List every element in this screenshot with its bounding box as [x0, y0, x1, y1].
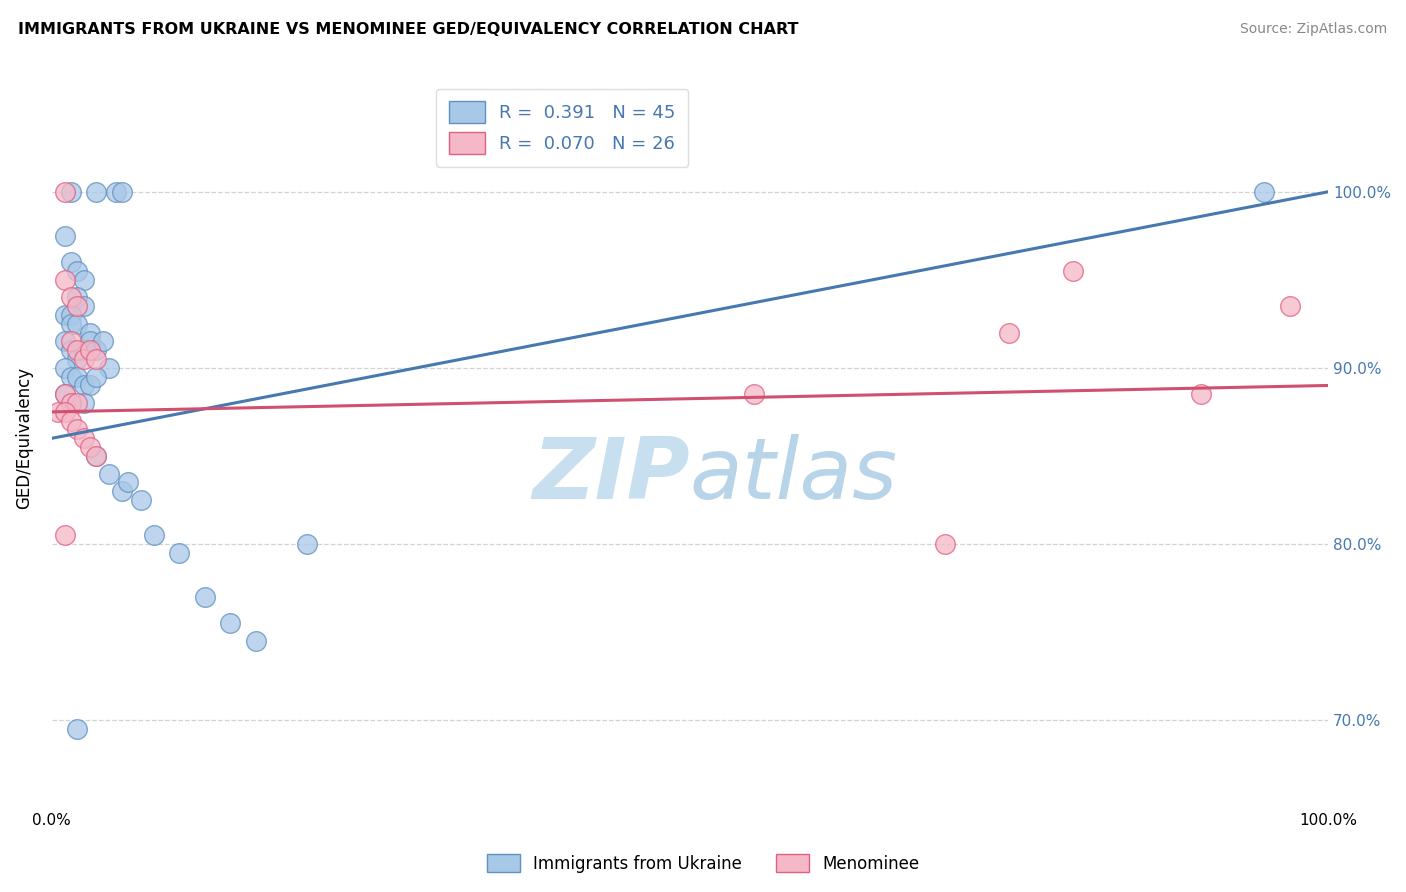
- Point: [59, 396, 82, 410]
- Point: [998, 326, 1021, 340]
- Point: [117, 475, 139, 490]
- Point: [59, 290, 82, 304]
- Point: [46, 405, 69, 419]
- Point: [53, 228, 76, 243]
- Point: [142, 528, 165, 542]
- Point: [129, 492, 152, 507]
- Point: [73, 343, 96, 358]
- Point: [53, 360, 76, 375]
- Point: [98, 467, 121, 481]
- Legend: R =  0.391   N = 45, R =  0.070   N = 26: R = 0.391 N = 45, R = 0.070 N = 26: [436, 88, 689, 167]
- Point: [59, 255, 82, 269]
- Text: ZIP: ZIP: [533, 434, 690, 516]
- Point: [73, 378, 96, 392]
- Point: [59, 334, 82, 349]
- Point: [66, 343, 89, 358]
- Point: [1062, 264, 1084, 278]
- Point: [86, 449, 108, 463]
- Point: [79, 343, 101, 358]
- Point: [66, 722, 89, 736]
- Point: [66, 352, 89, 367]
- Point: [66, 422, 89, 436]
- Point: [59, 185, 82, 199]
- Point: [104, 185, 127, 199]
- Point: [295, 537, 318, 551]
- Point: [66, 317, 89, 331]
- Point: [742, 387, 765, 401]
- Point: [66, 299, 89, 313]
- Point: [53, 308, 76, 322]
- Point: [79, 334, 101, 349]
- Y-axis label: GED/Equivalency: GED/Equivalency: [15, 368, 32, 509]
- Point: [59, 414, 82, 428]
- Point: [53, 387, 76, 401]
- Point: [194, 590, 217, 604]
- Point: [86, 449, 108, 463]
- Point: [73, 396, 96, 410]
- Point: [53, 185, 76, 199]
- Point: [169, 546, 191, 560]
- Point: [79, 378, 101, 392]
- Point: [73, 299, 96, 313]
- Point: [53, 405, 76, 419]
- Point: [86, 352, 108, 367]
- Point: [934, 537, 956, 551]
- Point: [59, 396, 82, 410]
- Point: [53, 273, 76, 287]
- Point: [79, 440, 101, 454]
- Point: [86, 369, 108, 384]
- Point: [111, 185, 134, 199]
- Point: [91, 334, 114, 349]
- Point: [59, 343, 82, 358]
- Text: Source: ZipAtlas.com: Source: ZipAtlas.com: [1240, 22, 1388, 37]
- Point: [73, 273, 96, 287]
- Point: [98, 360, 121, 375]
- Point: [73, 431, 96, 445]
- Point: [66, 396, 89, 410]
- Point: [53, 528, 76, 542]
- Point: [66, 290, 89, 304]
- Point: [86, 343, 108, 358]
- Point: [111, 484, 134, 499]
- Point: [66, 369, 89, 384]
- Point: [245, 633, 267, 648]
- Text: atlas: atlas: [690, 434, 898, 516]
- Point: [66, 264, 89, 278]
- Point: [59, 369, 82, 384]
- Point: [73, 352, 96, 367]
- Point: [1253, 185, 1275, 199]
- Point: [86, 185, 108, 199]
- Point: [53, 334, 76, 349]
- Legend: Immigrants from Ukraine, Menominee: Immigrants from Ukraine, Menominee: [479, 847, 927, 880]
- Point: [79, 326, 101, 340]
- Point: [59, 317, 82, 331]
- Text: IMMIGRANTS FROM UKRAINE VS MENOMINEE GED/EQUIVALENCY CORRELATION CHART: IMMIGRANTS FROM UKRAINE VS MENOMINEE GED…: [18, 22, 799, 37]
- Point: [1189, 387, 1212, 401]
- Point: [53, 387, 76, 401]
- Point: [59, 308, 82, 322]
- Point: [219, 616, 242, 631]
- Point: [1278, 299, 1301, 313]
